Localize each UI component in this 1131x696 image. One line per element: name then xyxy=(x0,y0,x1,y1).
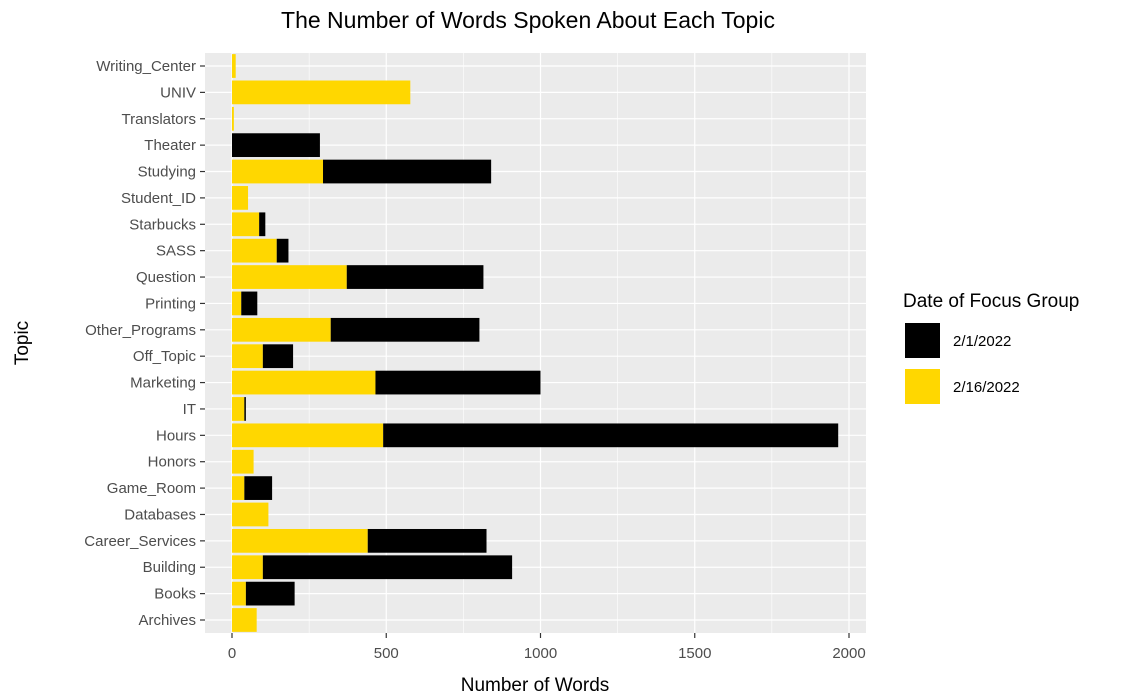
bar-student-id-2-16-2022 xyxy=(232,186,249,210)
bar-studying-2-16-2022 xyxy=(232,159,324,184)
bar-it-2-1-2022 xyxy=(244,397,246,421)
bar-it-2-16-2022 xyxy=(232,397,245,421)
bar-starbucks-2-16-2022 xyxy=(232,212,260,237)
bar-game-room-2-16-2022 xyxy=(232,476,245,500)
bar-hours-2-16-2022 xyxy=(232,423,384,448)
bar-printing-2-16-2022 xyxy=(232,291,242,316)
y-tick-label: Studying xyxy=(138,164,196,181)
bar-translators-2-16-2022 xyxy=(232,106,234,131)
legend: Date of Focus Group 2/1/2022 2/16/2022 xyxy=(903,291,1079,404)
x-tick-label: 1500 xyxy=(678,645,711,662)
bar-career-services-2-1-2022 xyxy=(367,528,487,553)
legend-key-2-16-2022 xyxy=(905,369,940,404)
y-axis-title: Topic xyxy=(12,321,33,365)
bar-studying-2-1-2022 xyxy=(323,159,492,184)
legend-key-2-1-2022 xyxy=(905,323,940,358)
bar-printing-2-1-2022 xyxy=(241,291,258,316)
y-axis: Writing_Center UNIV Translators Theater Stud… xyxy=(84,58,205,629)
bar-question-2-1-2022 xyxy=(346,265,484,289)
y-tick-label: Student_ID xyxy=(121,190,196,207)
y-tick-label: Other_Programs xyxy=(85,322,196,339)
y-tick-label: Marketing xyxy=(130,375,196,392)
bar-archives-2-16-2022 xyxy=(232,608,257,632)
bar-sass-2-1-2022 xyxy=(276,238,289,263)
bar-sass-2-16-2022 xyxy=(232,238,277,263)
y-tick-label: UNIV xyxy=(160,84,196,101)
legend-label: 2/16/2022 xyxy=(953,379,1020,396)
bar-honors-2-16-2022 xyxy=(232,449,254,474)
bar-building-2-16-2022 xyxy=(232,555,263,580)
bar-other-programs-2-16-2022 xyxy=(232,317,331,342)
y-tick-label: Archives xyxy=(138,612,196,629)
y-tick-label: Game_Room xyxy=(107,480,196,497)
x-tick-label: 1000 xyxy=(524,645,557,662)
x-tick-label: 0 xyxy=(228,645,236,662)
y-tick-label: Question xyxy=(136,269,196,286)
x-axis: 0 500 1000 1500 2000 xyxy=(228,633,866,662)
x-axis-title: Number of Words xyxy=(461,675,610,696)
bar-question-2-16-2022 xyxy=(232,265,347,289)
y-tick-label: Books xyxy=(154,586,196,603)
chart-title: The Number of Words Spoken About Each To… xyxy=(281,7,775,33)
bar-game-room-2-1-2022 xyxy=(244,476,273,500)
y-tick-label: Writing_Center xyxy=(96,58,196,75)
y-tick-label: IT xyxy=(183,401,196,418)
bar-starbucks-2-1-2022 xyxy=(259,212,266,237)
bar-databases-2-16-2022 xyxy=(232,502,269,527)
bar-other-programs-2-1-2022 xyxy=(330,317,480,342)
y-tick-label: Printing xyxy=(145,295,196,312)
y-tick-label: Career_Services xyxy=(84,533,196,550)
x-tick-label: 2000 xyxy=(832,645,865,662)
legend-title: Date of Focus Group xyxy=(903,291,1079,312)
bar-career-services-2-16-2022 xyxy=(232,528,368,553)
y-tick-label: Building xyxy=(143,559,196,576)
y-tick-label: Theater xyxy=(144,137,196,154)
legend-label: 2/1/2022 xyxy=(953,333,1011,350)
bar-marketing-2-1-2022 xyxy=(375,370,541,395)
bar-univ-2-16-2022 xyxy=(232,80,411,105)
bars xyxy=(232,54,839,632)
y-tick-label: SASS xyxy=(156,243,196,260)
x-tick-label: 500 xyxy=(374,645,399,662)
bar-building-2-1-2022 xyxy=(262,555,513,580)
y-tick-label: Honors xyxy=(148,454,196,471)
bar-marketing-2-16-2022 xyxy=(232,370,376,395)
y-tick-label: Off_Topic xyxy=(133,348,197,365)
bar-writing-center-2-16-2022 xyxy=(232,54,236,78)
bar-theater-2-1-2022 xyxy=(232,133,320,158)
bar-books-2-16-2022 xyxy=(232,581,246,606)
y-tick-label: Hours xyxy=(156,427,196,444)
bar-off-topic-2-16-2022 xyxy=(232,344,263,369)
y-tick-label: Starbucks xyxy=(129,216,196,233)
y-tick-label: Translators xyxy=(122,111,196,128)
bar-hours-2-1-2022 xyxy=(383,423,839,448)
y-tick-label: Databases xyxy=(124,506,196,523)
bar-books-2-1-2022 xyxy=(245,581,295,606)
bar-off-topic-2-1-2022 xyxy=(262,344,294,369)
